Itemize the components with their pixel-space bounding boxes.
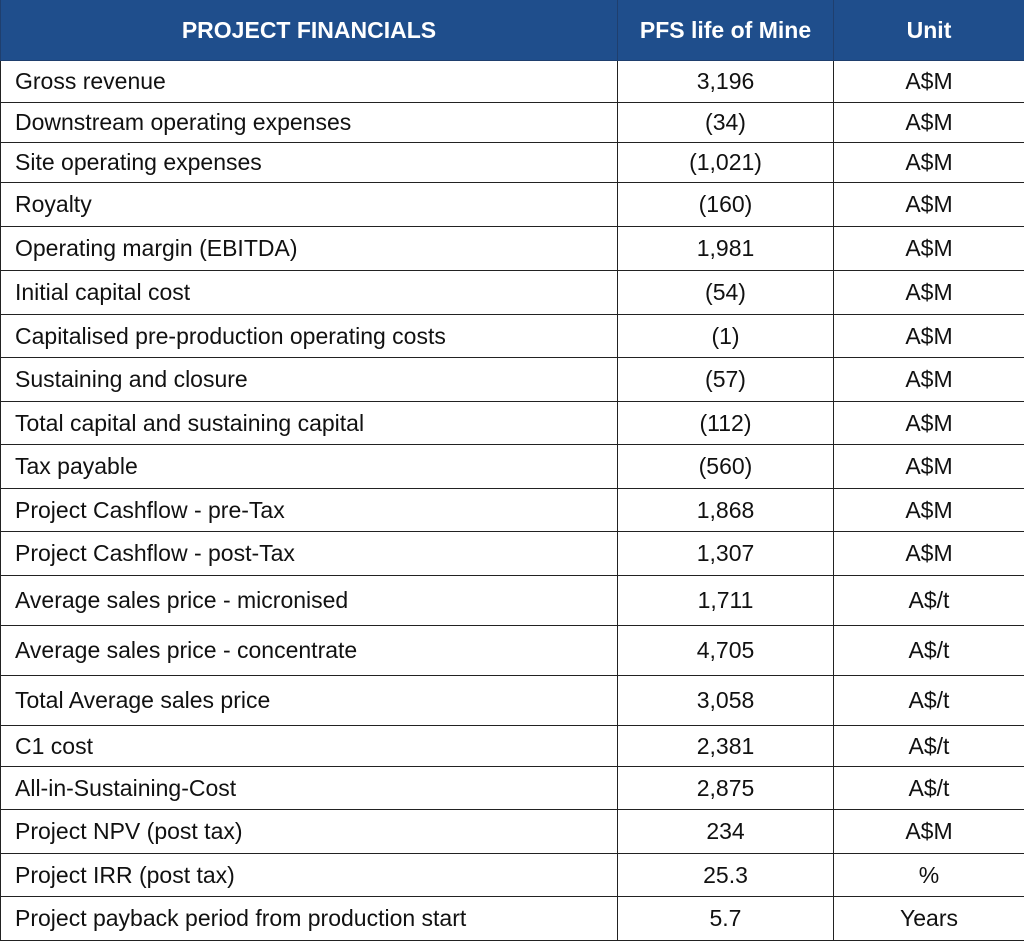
unit-cell: Years <box>833 896 1024 941</box>
table-row: Average sales price - concentrate 4,705 A$… <box>0 625 1024 676</box>
value-cell: 5.7 <box>617 896 834 941</box>
unit-cell: A$M <box>833 531 1024 576</box>
metric-cell: Royalty <box>0 182 618 227</box>
value-cell: (160) <box>617 182 834 227</box>
unit-cell: A$M <box>833 314 1024 358</box>
table-header: PROJECT FINANCIALS PFS life of Mine Unit <box>0 0 1024 61</box>
table-row: Project Cashflow - post-Tax 1,307 A$M <box>0 531 1024 576</box>
value-cell: 4,705 <box>617 625 834 676</box>
table-row: Sustaining and closure (57) A$M <box>0 357 1024 402</box>
table-row: Project payback period from production s… <box>0 896 1024 941</box>
table-row: Project IRR (post tax) 25.3% <box>0 853 1024 897</box>
metric-cell: Project NPV (post tax) <box>0 809 618 854</box>
value-cell: (560) <box>617 444 834 489</box>
unit-cell: A$M <box>833 226 1024 271</box>
unit-cell: A$/t <box>833 575 1024 626</box>
table-row: Tax payable (560) A$M <box>0 444 1024 489</box>
column-header-metric: PROJECT FINANCIALS <box>0 0 618 61</box>
unit-cell: A$M <box>833 60 1024 103</box>
unit-cell: A$M <box>833 401 1024 445</box>
unit-cell: A$M <box>833 182 1024 227</box>
value-cell: (54) <box>617 270 834 315</box>
unit-cell: A$/t <box>833 725 1024 767</box>
unit-cell: A$/t <box>833 675 1024 726</box>
table-row: All-in-Sustaining-Cost 2,875 A$/t <box>0 766 1024 810</box>
table-row: Total Average sales price 3,058 A$/t <box>0 675 1024 726</box>
table-row: Total capital and sustaining capital (112… <box>0 401 1024 445</box>
metric-cell: Total capital and sustaining capital <box>0 401 618 445</box>
value-cell: (1) <box>617 314 834 358</box>
metric-cell: Gross revenue <box>0 60 618 103</box>
column-header-value: PFS life of Mine <box>617 0 834 61</box>
metric-cell: Site operating expenses <box>0 142 618 183</box>
unit-cell: A$/t <box>833 766 1024 810</box>
value-cell: (112) <box>617 401 834 445</box>
value-cell: 2,875 <box>617 766 834 810</box>
table-row: Initial capital cost (54) A$M <box>0 270 1024 315</box>
value-cell: (57) <box>617 357 834 402</box>
value-cell: 234 <box>617 809 834 854</box>
table-row: Capitalised pre-production operating cos… <box>0 314 1024 358</box>
metric-cell: Tax payable <box>0 444 618 489</box>
table-row: Site operating expenses (1,021) A$M <box>0 142 1024 183</box>
header-row: PROJECT FINANCIALS PFS life of Mine Unit <box>0 0 1024 61</box>
value-cell: 1,711 <box>617 575 834 626</box>
metric-cell: Average sales price - micronised <box>0 575 618 626</box>
unit-cell: A$M <box>833 809 1024 854</box>
value-cell: 1,307 <box>617 531 834 576</box>
unit-cell: A$M <box>833 142 1024 183</box>
unit-cell: A$/t <box>833 625 1024 676</box>
metric-cell: Average sales price - concentrate <box>0 625 618 676</box>
table-row: C1 cost 2,381 A$/t <box>0 725 1024 767</box>
unit-cell: A$M <box>833 357 1024 402</box>
column-header-unit: Unit <box>833 0 1024 61</box>
table-row: Operating margin (EBITDA) 1,981 A$M <box>0 226 1024 271</box>
metric-cell: Project IRR (post tax) <box>0 853 618 897</box>
value-cell: 25.3 <box>617 853 834 897</box>
metric-cell: Downstream operating expenses <box>0 102 618 143</box>
unit-cell: % <box>833 853 1024 897</box>
value-cell: 3,196 <box>617 60 834 103</box>
unit-cell: A$M <box>833 444 1024 489</box>
unit-cell: A$M <box>833 102 1024 143</box>
table-row: Average sales price - micronised 1,711 A$/… <box>0 575 1024 626</box>
metric-cell: All-in-Sustaining-Cost <box>0 766 618 810</box>
table-row: Project Cashflow - pre-Tax 1,868 A$M <box>0 488 1024 532</box>
table-body: Gross revenue 3,196 A$M Downstream operatin… <box>0 60 1024 941</box>
value-cell: 1,868 <box>617 488 834 532</box>
value-cell: 3,058 <box>617 675 834 726</box>
value-cell: 1,981 <box>617 226 834 271</box>
metric-cell: Project payback period from production s… <box>0 896 618 941</box>
metric-cell: Project Cashflow - pre-Tax <box>0 488 618 532</box>
metric-cell: Operating margin (EBITDA) <box>0 226 618 271</box>
table-row: Royalty (160) A$M <box>0 182 1024 227</box>
metric-cell: Project Cashflow - post-Tax <box>0 531 618 576</box>
value-cell: (34) <box>617 102 834 143</box>
metric-cell: Initial capital cost <box>0 270 618 315</box>
metric-cell: Capitalised pre-production operating cos… <box>0 314 618 358</box>
unit-cell: A$M <box>833 488 1024 532</box>
unit-cell: A$M <box>833 270 1024 315</box>
value-cell: 2,381 <box>617 725 834 767</box>
value-cell: (1,021) <box>617 142 834 183</box>
table-row: Project NPV (post tax) 234 A$M <box>0 809 1024 854</box>
table-row: Downstream operating expenses (34) A$M <box>0 102 1024 143</box>
metric-cell: Sustaining and closure <box>0 357 618 402</box>
metric-cell: Total Average sales price <box>0 675 618 726</box>
table-row: Gross revenue 3,196 A$M <box>0 60 1024 103</box>
metric-cell: C1 cost <box>0 725 618 767</box>
